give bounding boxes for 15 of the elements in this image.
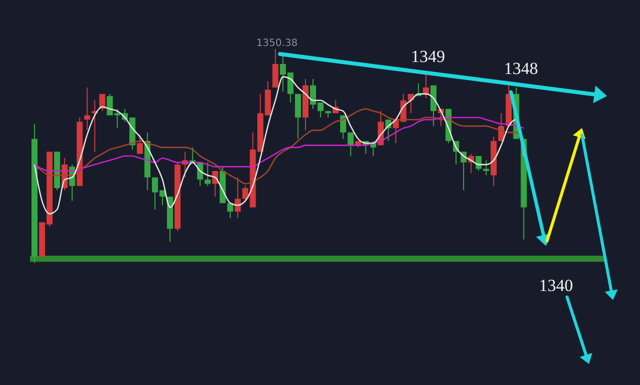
text: 1340 [539,276,573,295]
candlestick [234,176,241,219]
annotation: 1349 [411,47,445,66]
candlestick [227,202,234,219]
annotation: 1348 [504,59,538,78]
candlestick [272,48,278,88]
annotation: 1350.38 [256,38,298,49]
candlestick [422,72,429,99]
candlestick [483,160,490,176]
candlestick [348,132,354,156]
candlestick [294,93,301,140]
candlestick [136,134,143,154]
candlestick [84,87,90,131]
candlestick [204,162,211,186]
candlestick [476,156,482,172]
